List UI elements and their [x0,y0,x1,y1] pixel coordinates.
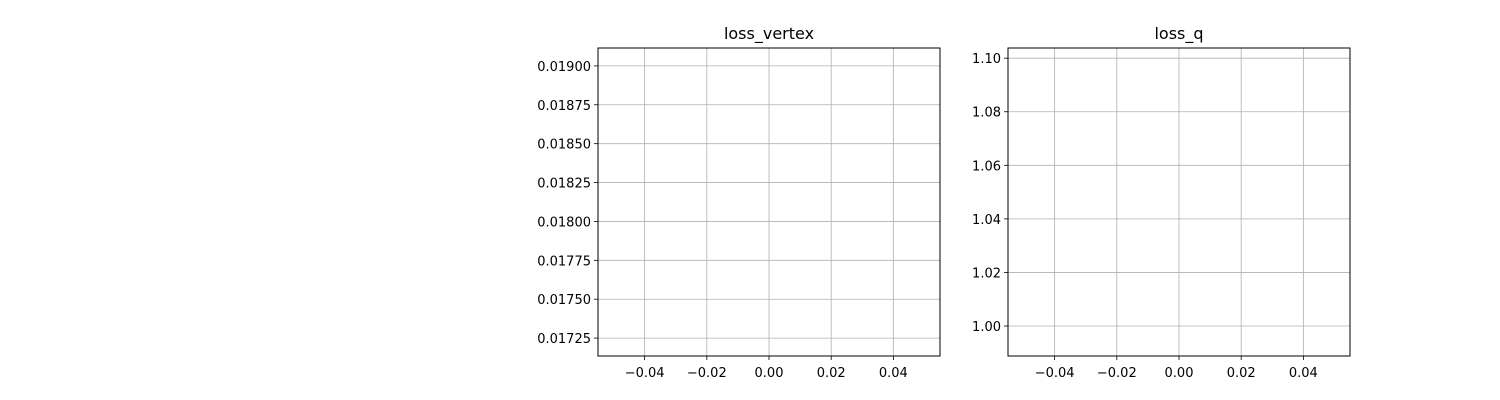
x-tick-label: 0.04 [879,366,908,381]
x-tick-label: −0.04 [625,366,665,381]
x-tick-label: −0.02 [1097,366,1137,381]
y-tick-label: 1.06 [972,159,1001,174]
axes-loss-q: loss_q −0.04 −0.02 0.00 0.02 0.04 1.10 1.08 1.0… [972,24,1351,381]
x-tick-label: −0.02 [687,366,727,381]
x-tick-label: −0.04 [1035,366,1075,381]
y-tick-label: 0.01825 [537,177,591,192]
y-tick-label: 0.01750 [537,293,591,308]
y-tick-label: 0.01725 [537,332,591,347]
x-tick-label: 0.04 [1289,366,1318,381]
y-tick-label: 0.01775 [537,254,591,269]
y-tick-label: 1.04 [972,213,1001,228]
y-tick-label: 0.01900 [537,60,591,75]
x-tick-label: 0.00 [1165,366,1194,381]
x-tick-label: 0.00 [755,366,784,381]
chart-title: loss_q [1154,24,1203,44]
y-tick-label: 1.10 [972,52,1001,67]
x-tick-label: 0.02 [1227,366,1256,381]
axes-loss-vertex: loss_vertex −0.04 −0.02 0.00 0.02 0.04 0.0190… [537,24,941,381]
y-tick-label: 1.00 [972,320,1001,335]
y-tick-label: 1.08 [972,106,1001,121]
y-tick-label: 0.01850 [537,138,591,153]
chart-title: loss_vertex [724,24,814,44]
y-tick-label: 0.01800 [537,215,591,230]
y-tick-label: 1.02 [972,266,1001,281]
x-tick-label: 0.02 [817,366,846,381]
y-tick-label: 0.01875 [537,99,591,114]
